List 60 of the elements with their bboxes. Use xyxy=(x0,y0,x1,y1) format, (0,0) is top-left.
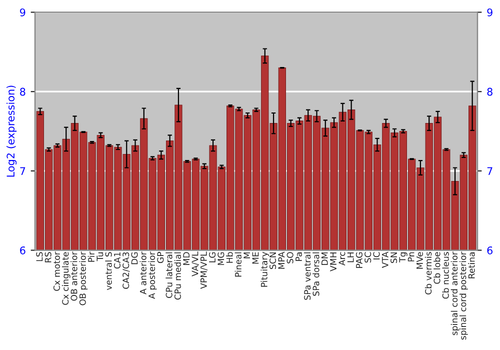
x-tick-label: Tu xyxy=(96,252,104,262)
x-tick-label: A posterior xyxy=(148,252,157,299)
y2-tick-label: 7 xyxy=(487,167,492,175)
x-tick-label: spinal cord posterior xyxy=(460,252,468,340)
x-tick-label: spinal cord anterior xyxy=(450,252,460,336)
x-tick-label: Pn xyxy=(408,252,414,262)
x-tick-label: SPa dorsal xyxy=(312,252,320,296)
x-tick-label: LH xyxy=(347,252,354,262)
x-tick-label: M xyxy=(244,252,250,258)
x-tick-label: RS xyxy=(44,252,52,262)
x-tick-label: A anterior xyxy=(140,252,146,294)
x-tick-label: SN xyxy=(390,252,398,263)
x-tick-label: Pa xyxy=(296,252,302,261)
x-tick-label: Hb xyxy=(226,252,233,263)
x-tick-label: DG xyxy=(131,252,138,264)
y-tick-label: 6 xyxy=(20,246,26,254)
y2-tick-label: 6 xyxy=(487,246,492,254)
x-tick-label: VPM/VPL xyxy=(200,252,208,289)
x-tick-label: SCN xyxy=(270,252,276,269)
x-tick-label: Cb vermis xyxy=(424,252,432,294)
x-tick-label: Tg xyxy=(399,252,408,262)
x-tick-label: Arc xyxy=(338,252,346,266)
x-tick-label: Cb nucleus xyxy=(442,252,449,299)
x-tick-label: GP xyxy=(157,252,164,264)
x-tick-label: VTA xyxy=(382,252,388,268)
x-tick-label: MD xyxy=(183,252,190,265)
y-axis-title: Log2 (expression) xyxy=(6,86,17,177)
x-tick-label: LG xyxy=(209,252,216,262)
x-tick-label: ME xyxy=(252,252,259,264)
x-tick-label: Cb lobe xyxy=(434,252,440,284)
y-tick-label: 7 xyxy=(20,167,26,175)
y2-tick-label: 9 xyxy=(487,8,492,16)
x-tick-label: VA/VL xyxy=(192,252,199,276)
x-tick-label: OB posterior xyxy=(79,252,88,306)
x-tick-label: DM xyxy=(321,252,328,265)
x-tick-label: CA1 xyxy=(114,252,120,269)
x-tick-label: SO xyxy=(286,252,294,264)
x-tick-label: Pineal xyxy=(234,252,242,277)
x-tick-label: MVe xyxy=(416,252,423,269)
x-tick-label: MG xyxy=(218,252,224,265)
x-tick-label: ventral S xyxy=(105,252,112,290)
x-tick-label: CA2/CA3 xyxy=(122,252,130,289)
x-tick-label: Cx motor xyxy=(53,252,60,291)
x-tick-label: Retina xyxy=(468,252,475,278)
x-tick-label: SC xyxy=(364,252,372,263)
x-tick-label: Pir xyxy=(88,252,94,262)
x-tick-label: OB anterior xyxy=(70,252,78,301)
y2-tick-label: 8 xyxy=(487,88,492,96)
x-tick-label: CPu medial xyxy=(174,252,181,300)
x-tick-label: IC xyxy=(373,252,380,260)
y-tick-label: 9 xyxy=(20,8,26,16)
x-tick-label: CPu lateral xyxy=(166,252,172,298)
x-tick-label: Cx cingulate xyxy=(62,252,70,305)
x-tick-label: PAG xyxy=(356,252,362,268)
x-tick-label: VMH xyxy=(330,252,336,272)
x-tick-label: MPA xyxy=(278,252,285,269)
x-tick-label: Pituitary xyxy=(260,252,270,287)
x-tick-label: LS xyxy=(36,252,43,262)
y-tick-label: 8 xyxy=(20,88,26,96)
x-tick-label: SPa ventral xyxy=(304,252,311,300)
